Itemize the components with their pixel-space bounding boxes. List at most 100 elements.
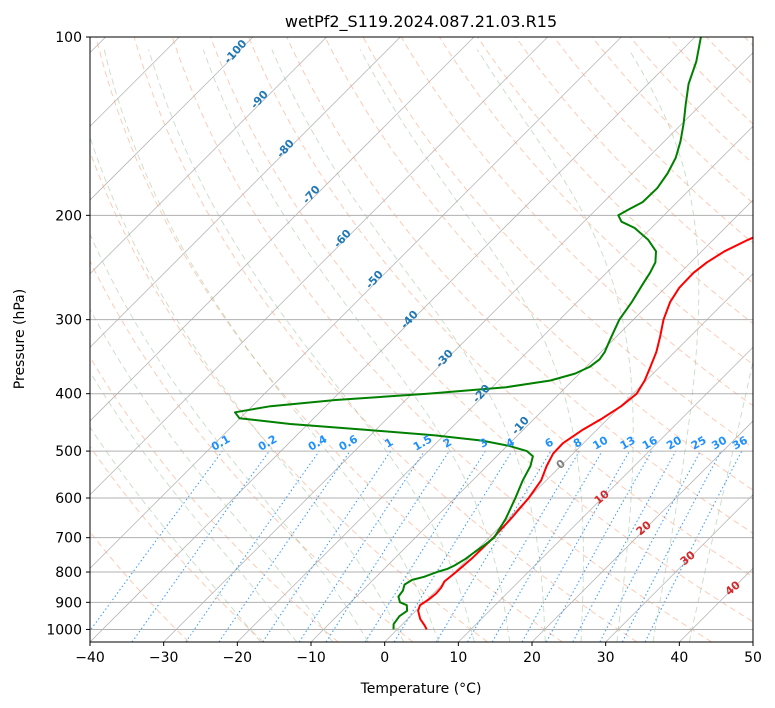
- x-tick-label: −30: [149, 650, 179, 666]
- dewpoint-profile-line: [234, 37, 702, 630]
- mixing-ratio-label: 36: [730, 433, 750, 452]
- moist-adiabat-label: -50: [363, 268, 386, 292]
- dry-adiabat-label: 10: [592, 487, 612, 507]
- isotherm-line: [679, 567, 753, 642]
- mixing-ratio-label: 8: [571, 436, 584, 451]
- mixing-ratio-line: [364, 450, 486, 642]
- moist-adiabat-label: -70: [300, 183, 323, 207]
- x-tick-label: 40: [670, 650, 688, 666]
- dry-adiabat-line: [210, 37, 753, 623]
- mixing-ratio-label: 13: [618, 434, 638, 453]
- mixing-ratio-line: [393, 450, 513, 642]
- moist-adiabat-label: -30: [433, 347, 456, 371]
- moist-adiabat-line: [90, 426, 262, 642]
- moist-adiabat-label: -90: [248, 88, 271, 112]
- mixing-ratio-label: 30: [709, 433, 729, 452]
- mixing-ratio-line: [435, 450, 552, 642]
- moist-adiabat-label: -40: [398, 308, 421, 332]
- dry-adiabat-line: [515, 37, 753, 284]
- temperature-profile-line: [417, 236, 753, 630]
- y-tick-label: 1000: [46, 622, 82, 638]
- dry-adiabat-line: [133, 37, 638, 642]
- dry-adiabat-line: [90, 150, 488, 642]
- x-axis-ticks: −40 −30 −20 −10 0 10 20 30 40 50: [75, 642, 762, 666]
- y-tick-label: 200: [55, 208, 82, 224]
- mixing-ratio-line: [185, 450, 320, 642]
- background-grid-lines: [90, 37, 753, 642]
- x-tick-label: 0: [380, 650, 389, 666]
- isotherm-line: [90, 37, 475, 422]
- mixing-ratio-label: 10: [591, 433, 611, 452]
- dry-adiabat-line: [90, 259, 414, 642]
- isotherm-line: [90, 37, 327, 275]
- y-tick-label: 300: [55, 313, 82, 329]
- y-tick-label: 800: [55, 565, 82, 581]
- mixing-ratio-label: 16: [640, 433, 660, 452]
- plot-frame: [89, 36, 754, 643]
- moist-adiabat-label: -10: [509, 414, 532, 438]
- dry-adiabat-line: [248, 37, 753, 578]
- y-axis-ticks: 1000 900 800 700 600 500 400 300 200 100: [46, 30, 90, 638]
- isotherm-line: [384, 273, 753, 642]
- dry-adiabat-label: 30: [678, 548, 698, 568]
- moist-adiabat-line: [103, 49, 440, 642]
- moist-adiabat-line: [90, 308, 334, 642]
- isotherm-line: [531, 420, 753, 642]
- mixing-ratio-line: [298, 450, 425, 642]
- mixing-ratio-label: 0.2: [256, 433, 279, 454]
- x-tick-label: 10: [449, 650, 467, 666]
- mixing-ratio-line: [262, 450, 392, 642]
- mixing-ratio-line: [599, 450, 701, 642]
- mixing-ratio-label: 20: [664, 433, 684, 452]
- mixing-ratio-line: [545, 450, 653, 642]
- isotherm-line: [310, 199, 753, 642]
- isotherm-line: [90, 37, 254, 201]
- moist-adiabat-line: [90, 233, 369, 642]
- dry-adiabat-line: [90, 356, 339, 642]
- dry-adiabat-line: [95, 37, 563, 642]
- mixing-ratio-label: 0.6: [337, 432, 361, 453]
- moist-adiabat-label: -20: [470, 382, 493, 406]
- x-axis-label: Temperature (°C): [360, 681, 482, 697]
- moist-adiabat-line: [628, 49, 700, 642]
- x-tick-label: −20: [223, 650, 253, 666]
- dry-adiabat-line: [324, 37, 753, 491]
- dry-adiabat-line: [286, 37, 753, 534]
- dry-adiabat-line: [744, 37, 753, 47]
- chart-title: wetPf2_S119.2024.087.21.03.R15: [285, 12, 557, 32]
- y-tick-label: 900: [55, 595, 82, 611]
- moist-adiabat-line: [90, 135, 405, 642]
- x-tick-label: −40: [75, 650, 105, 666]
- dry-adiabat-line: [706, 37, 753, 86]
- mixing-ratio-line: [572, 450, 677, 642]
- sounding-profiles: [234, 37, 753, 630]
- y-tick-label: 100: [55, 30, 82, 46]
- isotherm-line: [90, 37, 401, 348]
- x-tick-label: −10: [296, 650, 326, 666]
- mixing-ratio-line: [218, 450, 351, 642]
- y-tick-label: 700: [55, 531, 82, 547]
- mixing-ratio-line: [325, 450, 450, 642]
- zero-label: 0: [554, 457, 568, 472]
- y-tick-label: 500: [55, 444, 82, 460]
- y-axis-label: Pressure (hPa): [12, 289, 28, 389]
- mixing-ratio-label: 6: [543, 435, 556, 450]
- moist-adiabat-line: [476, 49, 634, 642]
- dry-adiabat-line: [668, 37, 753, 125]
- isotherm-line: [237, 125, 753, 642]
- moist-adiabat-line: [90, 370, 298, 642]
- isotherm-line: [90, 37, 696, 642]
- mixing-ratio-line: [644, 450, 743, 642]
- isotherm-line: [752, 641, 753, 642]
- mixing-ratio-line: [131, 450, 270, 642]
- isotherm-line: [458, 346, 753, 642]
- x-tick-label: 20: [523, 650, 541, 666]
- moist-adiabat-line: [148, 49, 475, 642]
- dry-adiabat-line: [90, 531, 190, 642]
- x-tick-label: 30: [597, 650, 615, 666]
- y-tick-label: 400: [55, 387, 82, 403]
- mixing-ratio-label: 0.1: [209, 433, 232, 454]
- mixing-ratio-label: 25: [689, 434, 709, 453]
- moist-adiabat-line: [688, 359, 753, 642]
